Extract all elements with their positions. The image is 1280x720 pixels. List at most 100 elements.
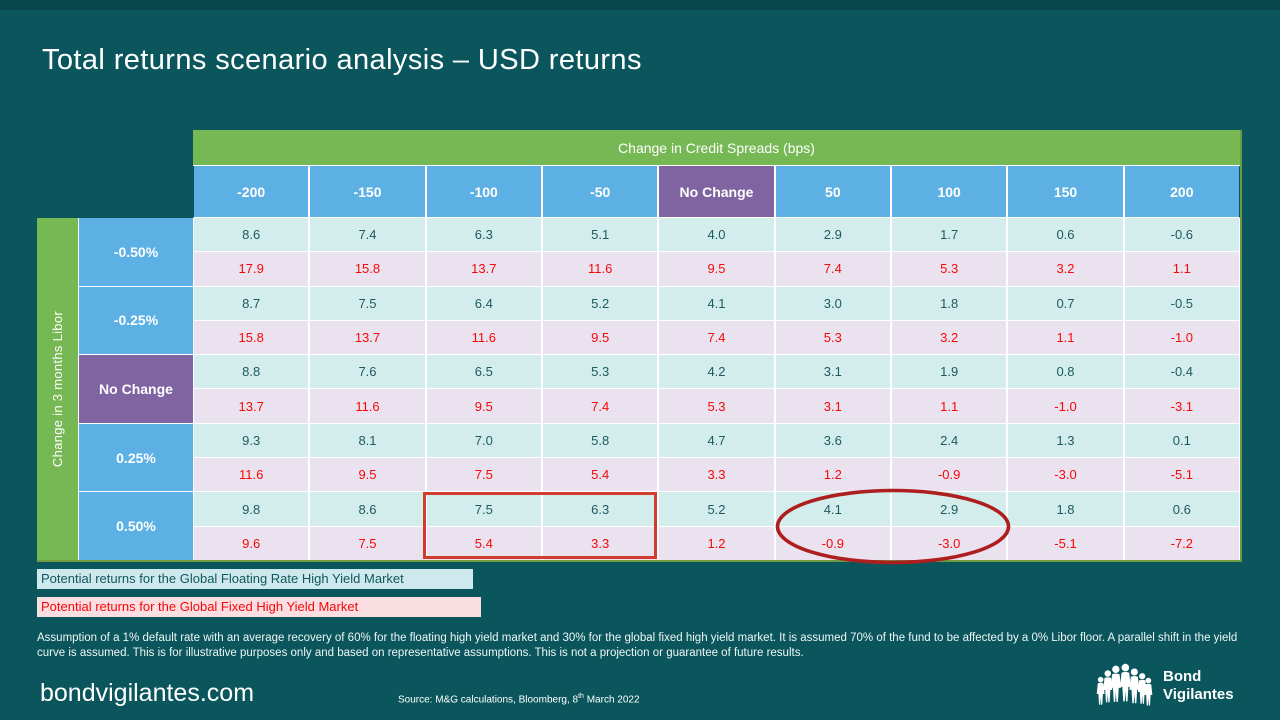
cell-fixed--0.50--200: 1.1: [1124, 252, 1239, 286]
col-header--100: -100: [426, 166, 541, 217]
cell-fixed-no-change--50: 7.4: [543, 389, 658, 423]
cell-floating--0.50---200: 8.6: [194, 218, 309, 252]
cell-fixed-no-change--200: 13.7: [194, 389, 309, 423]
cell-floating--0.50--50: 2.9: [775, 218, 890, 252]
cell-fixed--0.25--100: 3.2: [892, 320, 1007, 355]
cell-floating-no-change-150: 0.8: [1008, 355, 1123, 389]
row-label-no-change: No Change: [79, 355, 193, 423]
cell-floating-0.25--150: 1.3: [1008, 423, 1123, 458]
footnote-text: Assumption of a 1% default rate with an …: [37, 632, 1238, 659]
cell-fixed--0.25---100: 11.6: [426, 320, 541, 355]
col-header-no-change: No Change: [659, 166, 774, 217]
cell-floating-0.25---200: 9.3: [194, 423, 309, 458]
source-superscript: th: [578, 693, 584, 700]
cell-floating-no-change-200: -0.4: [1124, 355, 1239, 389]
cell-fixed--0.25--no-change: 7.4: [659, 320, 774, 355]
cell-floating-no-change--150: 7.6: [310, 355, 425, 389]
cell-floating--0.25---150: 7.5: [310, 286, 425, 320]
cell-fixed-no-change-100: 1.1: [892, 389, 1007, 423]
cell-floating--0.50---50: 5.1: [543, 218, 658, 252]
table-bottom-border: [37, 560, 1242, 562]
cell-fixed-0.50---200: 9.6: [194, 526, 309, 560]
cell-floating-0.25--200: 0.1: [1124, 423, 1239, 458]
cell-fixed-0.50---150: 7.5: [310, 526, 425, 560]
cell-floating-0.50---50: 6.3: [543, 492, 658, 526]
cell-floating-no-change--200: 8.8: [194, 355, 309, 389]
col-header-200: 200: [1124, 166, 1239, 217]
cell-floating--0.25--100: 1.8: [892, 286, 1007, 320]
cell-fixed-0.50--200: -7.2: [1124, 526, 1239, 560]
cell-floating-no-change--50: 5.3: [543, 355, 658, 389]
row-axis-label: Change in 3 months Libor: [50, 310, 65, 468]
cell-floating-0.50---200: 9.8: [194, 492, 309, 526]
row-axis-block: Change in 3 months Libor -0.50% -0.25% No …: [37, 218, 193, 560]
cell-floating--0.50---100: 6.3: [426, 218, 541, 252]
cell-fixed-no-change-200: -3.1: [1124, 389, 1239, 423]
cell-fixed--0.50--150: 3.2: [1008, 252, 1123, 286]
cell-floating-no-change-no-change: 4.2: [659, 355, 774, 389]
people-crowd-icon: [1096, 663, 1153, 706]
logo-line1: Bond: [1163, 668, 1202, 685]
cell-floating--0.50--no-change: 4.0: [659, 218, 774, 252]
cell-floating--0.25---50: 5.2: [543, 286, 658, 320]
cell-fixed--0.50---50: 11.6: [543, 252, 658, 286]
cell-fixed-no-change-no-change: 5.3: [659, 389, 774, 423]
cell-floating--0.50--200: -0.6: [1124, 218, 1239, 252]
cell-fixed--0.25--150: 1.1: [1008, 320, 1123, 355]
source-text: Source: M&G calculations, Bloomberg, 8th…: [398, 693, 640, 705]
cell-fixed-0.25---50: 5.4: [543, 458, 658, 492]
row-axis-header: Change in 3 months Libor: [37, 218, 78, 560]
cell-floating-0.50--50: 4.1: [775, 492, 890, 526]
cell-fixed--0.50--100: 5.3: [892, 252, 1007, 286]
logo-line2: Vigilantes: [1163, 686, 1234, 703]
cell-fixed--0.25---50: 9.5: [543, 320, 658, 355]
cell-fixed-no-change--150: 11.6: [310, 389, 425, 423]
cell-floating-0.25---50: 5.8: [543, 423, 658, 458]
cell-fixed-0.25--150: -3.0: [1008, 458, 1123, 492]
cell-fixed-0.25--200: -5.1: [1124, 458, 1239, 492]
cell-floating-0.50--100: 2.9: [892, 492, 1007, 526]
cell-floating--0.25--150: 0.7: [1008, 286, 1123, 320]
cell-floating--0.25--50: 3.0: [775, 286, 890, 320]
data-grid: 8.6 7.4 6.3 5.1 4.0 2.9 1.7 0.6 -0.6 17.9 15.8 13.7…: [193, 218, 1240, 560]
top-accent-bar: [0, 0, 1280, 10]
table-right-border: [1240, 130, 1242, 562]
col-header-100: 100: [892, 166, 1007, 217]
cell-fixed-0.50--150: -5.1: [1008, 526, 1123, 560]
cell-floating-no-change-100: 1.9: [892, 355, 1007, 389]
cell-floating-no-change--100: 6.5: [426, 355, 541, 389]
cell-fixed-0.25---150: 9.5: [310, 458, 425, 492]
cell-floating-0.50--no-change: 5.2: [659, 492, 774, 526]
column-headers: -200 -150 -100 -50 No Change 50 100 150 200: [193, 166, 1240, 218]
cell-floating-0.25--50: 3.6: [775, 423, 890, 458]
cell-fixed--0.50---200: 17.9: [194, 252, 309, 286]
cell-floating-0.25---150: 8.1: [310, 423, 425, 458]
scenario-table: Change in Credit Spreads (bps) -200 -150-…: [37, 130, 1242, 565]
cell-floating-0.50---150: 8.6: [310, 492, 425, 526]
cell-fixed--0.25---200: 15.8: [194, 320, 309, 355]
cell-floating--0.25--200: -0.5: [1124, 286, 1239, 320]
cell-fixed--0.25--200: -1.0: [1124, 320, 1239, 355]
cell-fixed-no-change--100: 9.5: [426, 389, 541, 423]
cell-floating--0.25---100: 6.4: [426, 286, 541, 320]
bond-vigilantes-logo: Bond Vigilantes: [1096, 661, 1234, 711]
cell-fixed-0.25---200: 11.6: [194, 458, 309, 492]
cell-floating-0.50--150: 1.8: [1008, 492, 1123, 526]
cell-floating--0.25--no-change: 4.1: [659, 286, 774, 320]
cell-fixed-0.25---100: 7.5: [426, 458, 541, 492]
cell-fixed-0.50--50: -0.9: [775, 526, 890, 560]
cell-fixed-0.25--100: -0.9: [892, 458, 1007, 492]
legend-floating: Potential returns for the Global Floatin…: [37, 569, 473, 589]
cell-fixed--0.25---150: 13.7: [310, 320, 425, 355]
cell-fixed-no-change-50: 3.1: [775, 389, 890, 423]
cell-fixed-no-change-150: -1.0: [1008, 389, 1123, 423]
col-header-50: 50: [775, 166, 890, 217]
col-header--200: -200: [194, 166, 309, 217]
row-label-0.25-: 0.25%: [79, 423, 193, 492]
legend-fixed: Potential returns for the Global Fixed H…: [37, 597, 481, 617]
cell-fixed-0.25--50: 1.2: [775, 458, 890, 492]
slide-title: Total returns scenario analysis – USD re…: [42, 44, 642, 76]
cell-fixed--0.50--50: 7.4: [775, 252, 890, 286]
cell-fixed--0.50---150: 15.8: [310, 252, 425, 286]
